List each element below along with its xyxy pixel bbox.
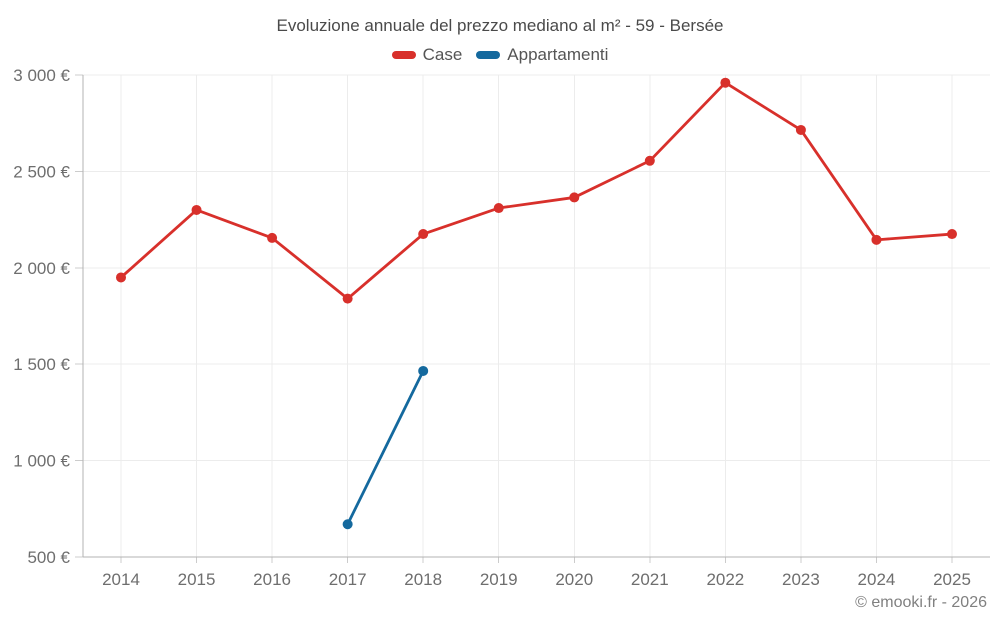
y-axis-label-2000: 2 000 € [13,259,70,278]
x-axis-label-2014: 2014 [102,570,140,589]
appartamenti-point-2017[interactable] [342,519,353,530]
chart-legend: Case Appartamenti [0,44,1000,66]
x-axis-label-2020: 2020 [555,570,593,589]
case-point-2023[interactable] [795,124,806,135]
x-axis-label-2023: 2023 [782,570,820,589]
legend-label-appartamenti: Appartamenti [507,45,609,64]
x-axis-label-2019: 2019 [480,570,518,589]
case-point-2019[interactable] [493,203,504,214]
x-axis-label-2018: 2018 [404,570,442,589]
x-axis-label-2015: 2015 [178,570,216,589]
chart-title: Evoluzione annuale del prezzo mediano al… [276,16,724,35]
legend-item-appartamenti[interactable]: Appartamenti [476,45,608,65]
appartamenti-line [346,369,425,526]
x-axis-label-2024: 2024 [858,570,896,589]
case-point-2021[interactable] [644,155,655,166]
y-axis-label-1500: 1 500 € [13,355,70,374]
legend-label-case: Case [422,45,463,64]
y-axis-label-500: 500 € [27,548,70,567]
case-point-2016[interactable] [267,232,278,243]
case-line [119,81,954,301]
case-point-2017[interactable] [342,293,353,304]
case-point-2025[interactable] [947,229,957,240]
x-axis-label-2021: 2021 [631,570,669,589]
case-point-2020[interactable] [569,192,580,203]
case-point-2024[interactable] [871,234,882,245]
y-axis-label-3000: 3 000 € [13,66,70,85]
case-point-2018[interactable] [418,229,429,240]
y-axis-label-2500: 2 500 € [13,162,70,181]
copyright-label: © emooki.fr - 2026 [855,594,987,611]
x-axis-label-2017: 2017 [329,570,367,589]
y-axis-label-1000: 1 000 € [13,452,70,471]
x-axis-label-2022: 2022 [706,570,744,589]
appartamenti-point-2018[interactable] [418,365,429,376]
legend-item-case[interactable]: Case [391,45,463,65]
x-axis-label-2025: 2025 [933,570,971,589]
legend-swatch-appartamenti [476,51,501,59]
case-point-2022[interactable] [720,77,731,88]
case-point-2015[interactable] [191,204,202,215]
x-axis-label-2016: 2016 [253,570,291,589]
legend-swatch-case [391,51,416,59]
case-point-2014[interactable] [116,272,126,283]
